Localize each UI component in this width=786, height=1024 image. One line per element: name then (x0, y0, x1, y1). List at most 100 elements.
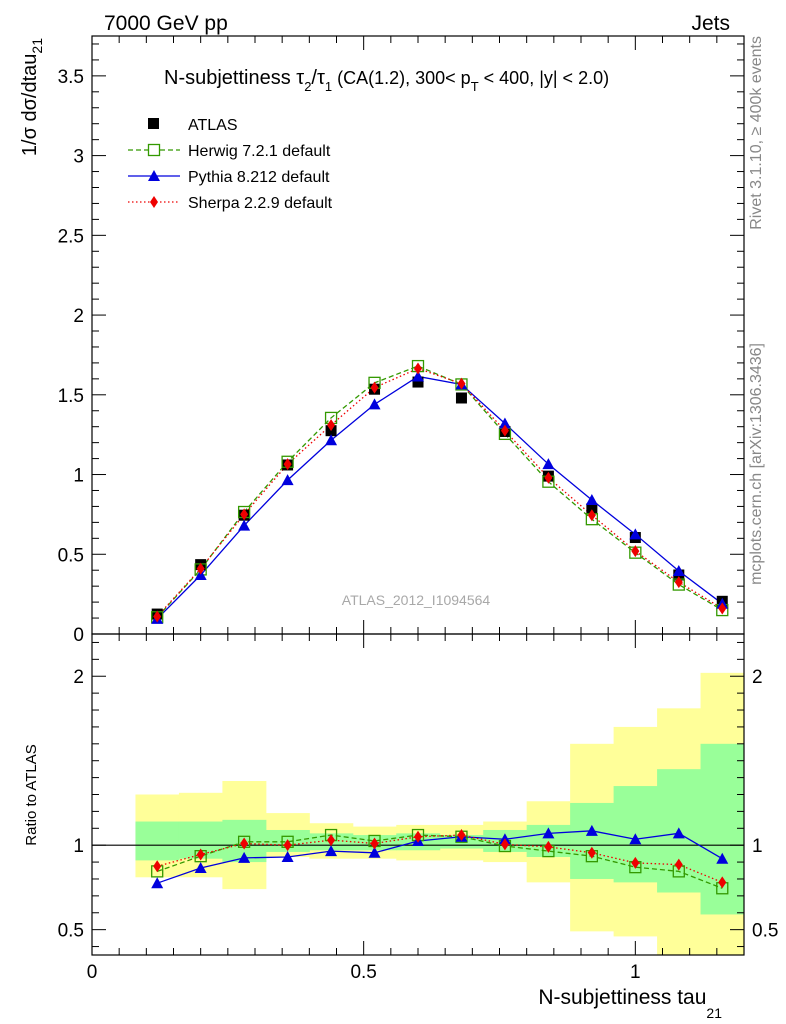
ratio-point-sherpa-10 (587, 846, 596, 859)
xlabel-sub: 21 (706, 1005, 722, 1021)
ratio-line-pythia (156, 830, 723, 884)
main-point-pythia-5 (368, 398, 381, 410)
main-point-pythia-6 (412, 370, 424, 382)
ratio-line-sherpa (157, 834, 723, 883)
ratio-line-herwig (156, 834, 723, 889)
main-point-sherpa-2 (240, 508, 249, 521)
header-right: Jets (691, 12, 730, 35)
main-point-pythia-10 (585, 494, 598, 506)
main-ylabel: 1/σ dσ/dtau21 (19, 38, 45, 156)
ratio-ytick-label-right-1: 1 (752, 836, 763, 857)
main-axis-ticks: 0 0.5 1 1.5 2 2.5 3 3.5 (58, 36, 745, 646)
ratio-point-pythia-2 (238, 851, 251, 863)
ratio-point-sherpa-3 (283, 839, 292, 852)
main-point-sherpa-10 (587, 509, 596, 522)
ratio-point-pythia-0 (151, 877, 164, 889)
ratio-point-pythia-4 (325, 845, 338, 857)
ratio-ytick-label-left-0: 0.5 (58, 921, 84, 942)
ratio-point-sherpa-4 (327, 834, 336, 847)
main-ytick-label-2: 1 (73, 466, 84, 487)
rivet-label: Rivet 3.1.10, ≥ 400k events (748, 36, 765, 230)
title-sub3: T (471, 79, 479, 94)
title-rest2: < 400, |y| < 2.0) (479, 68, 609, 88)
main-point-atlas-10 (586, 503, 598, 515)
ratio-point-sherpa-9 (544, 840, 553, 853)
main-line-herwig (156, 365, 723, 618)
ratio-point-sherpa-12 (674, 858, 683, 871)
legend-marker-pythia (148, 170, 160, 181)
legend: ATLAS Herwig 7.2.1 default Pythia 8.212 … (128, 117, 333, 212)
main-point-atlas-7 (455, 392, 467, 404)
ratio-point-pythia-9 (542, 827, 555, 839)
legend-marker-sherpa (150, 196, 158, 208)
main-ytick-label-3: 1.5 (58, 386, 84, 407)
ratio-ytick-label-left-2: 2 (73, 667, 84, 688)
ratio-point-sherpa-6 (414, 830, 422, 843)
ratio-frame-border-rect (91, 633, 745, 956)
title-slash: /τ (311, 67, 325, 89)
title-main: N-subjettiness τ (164, 67, 304, 89)
main-point-sherpa-1 (196, 562, 205, 575)
ratio-point-pythia-10 (585, 824, 598, 836)
ratio-point-pythia-5 (368, 846, 381, 858)
ratio-point-sherpa-7 (457, 829, 466, 842)
legend-marker-herwig (147, 143, 161, 157)
main-point-sherpa-0 (153, 610, 162, 623)
ratio-point-sherpa-1 (196, 848, 205, 861)
main-ytick-label-7: 3.5 (58, 67, 84, 88)
xtick-label-2: 1 (630, 962, 641, 983)
ratio-ylabel: Ratio to ATLAS (23, 744, 40, 845)
ratio-ytick-label-right-2: 2 (752, 667, 763, 688)
legend-label-sherpa: Sherpa 2.2.9 default (188, 195, 333, 212)
legend-entry-atlas: ATLAS (148, 117, 238, 134)
main-ylabel-main: 1/σ dσ/dtau (19, 54, 41, 157)
xtick-label-0: 0 (87, 962, 98, 983)
legend-label-herwig: Herwig 7.2.1 default (188, 143, 331, 160)
plot-title: N-subjettiness τ2/τ1 (CA(1.2), 300< pT <… (164, 67, 609, 94)
legend-entry-herwig: Herwig 7.2.1 default (128, 143, 331, 160)
ratio-axis-ticks: 0 0.5 10.5 0.51 12 2 (58, 634, 778, 983)
xtick-label-1: 0.5 (350, 962, 376, 983)
main-point-pythia-2 (238, 519, 251, 531)
ratio-point-pythia-11 (629, 833, 642, 845)
main-point-pythia-9 (542, 458, 555, 470)
ratio-ytick-label-left-1: 1 (73, 836, 84, 857)
mcplots-label: mcplots.cern.ch [arXiv:1306.3436] (748, 343, 765, 585)
legend-label-pythia: Pythia 8.212 default (188, 169, 330, 186)
main-point-sherpa-9 (544, 471, 553, 484)
main-point-pythia-12 (672, 565, 685, 577)
main-point-sherpa-3 (283, 458, 292, 471)
xlabel-main: N-subjettiness tau (538, 986, 706, 1009)
title-rest1: (CA(1.2), 300< p (332, 68, 471, 88)
title-sub1: 2 (304, 79, 311, 94)
main-line-pythia (156, 375, 723, 620)
ratio-point-pythia-12 (672, 827, 685, 839)
title-sub2: 1 (325, 79, 332, 94)
header-left: 7000 GeV pp (104, 12, 228, 35)
main-line-sherpa (156, 367, 723, 617)
ratio-point-pythia-1 (194, 861, 207, 873)
main-point-sherpa-13 (718, 602, 727, 615)
ratio-point-sherpa-0 (153, 860, 162, 873)
main-ytick-label-0: 0 (73, 625, 84, 646)
ratio-series-layer (151, 824, 729, 895)
legend-entry-pythia: Pythia 8.212 default (128, 169, 330, 186)
main-point-sherpa-7 (457, 377, 466, 390)
ratio-ytick-label-right-0: 0.5 (752, 921, 778, 942)
main-ytick-label-5: 2.5 (58, 226, 84, 247)
main-point-sherpa-6 (414, 362, 422, 375)
xlabel: N-subjettiness tau21 (538, 986, 722, 1021)
main-point-sherpa-11 (631, 545, 640, 558)
band-inner-10 (570, 802, 615, 879)
analysis-watermark: ATLAS_2012_I1094564 (342, 592, 491, 608)
main-ytick-label-6: 3 (73, 147, 84, 168)
ratio-point-sherpa-2 (240, 837, 249, 850)
main-point-pythia-11 (629, 528, 642, 540)
main-point-pythia-3 (281, 474, 294, 486)
main-ylabel-sub: 21 (29, 38, 45, 54)
main-point-sherpa-5 (370, 381, 379, 394)
band-inner-13 (700, 743, 745, 915)
ratio-point-sherpa-5 (370, 837, 379, 850)
legend-label-atlas: ATLAS (188, 117, 238, 134)
